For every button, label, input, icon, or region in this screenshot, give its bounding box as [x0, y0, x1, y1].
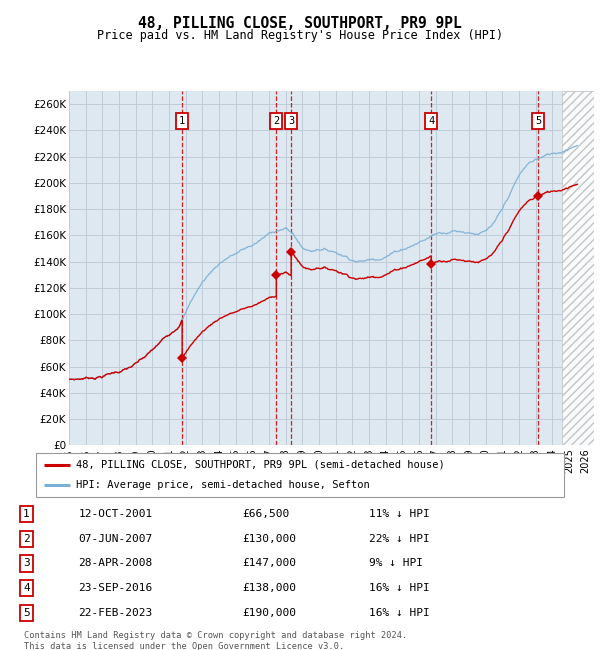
Text: 07-JUN-2007: 07-JUN-2007 [78, 534, 152, 544]
Text: 5: 5 [23, 608, 30, 618]
Text: HPI: Average price, semi-detached house, Sefton: HPI: Average price, semi-detached house,… [76, 480, 370, 490]
Text: 5: 5 [535, 116, 541, 126]
Text: 2: 2 [23, 534, 30, 544]
Text: 48, PILLING CLOSE, SOUTHPORT, PR9 9PL: 48, PILLING CLOSE, SOUTHPORT, PR9 9PL [138, 16, 462, 31]
Text: £190,000: £190,000 [242, 608, 296, 618]
Text: £66,500: £66,500 [242, 509, 290, 519]
Text: Contains HM Land Registry data © Crown copyright and database right 2024.: Contains HM Land Registry data © Crown c… [24, 630, 407, 640]
Text: 3: 3 [288, 116, 294, 126]
Text: 9% ↓ HPI: 9% ↓ HPI [369, 558, 423, 569]
Text: £138,000: £138,000 [242, 583, 296, 593]
Text: 4: 4 [23, 583, 30, 593]
Text: 22-FEB-2023: 22-FEB-2023 [78, 608, 152, 618]
Text: 3: 3 [23, 558, 30, 569]
Text: £130,000: £130,000 [242, 534, 296, 544]
Text: 23-SEP-2016: 23-SEP-2016 [78, 583, 152, 593]
Text: 1: 1 [179, 116, 185, 126]
FancyBboxPatch shape [36, 453, 564, 497]
Text: This data is licensed under the Open Government Licence v3.0.: This data is licensed under the Open Gov… [24, 642, 344, 650]
Text: 11% ↓ HPI: 11% ↓ HPI [369, 509, 430, 519]
Text: 4: 4 [428, 116, 434, 126]
Text: 12-OCT-2001: 12-OCT-2001 [78, 509, 152, 519]
Text: Price paid vs. HM Land Registry's House Price Index (HPI): Price paid vs. HM Land Registry's House … [97, 29, 503, 42]
Text: 22% ↓ HPI: 22% ↓ HPI [369, 534, 430, 544]
Text: 16% ↓ HPI: 16% ↓ HPI [369, 608, 430, 618]
Text: 2: 2 [273, 116, 280, 126]
Text: 1: 1 [23, 509, 30, 519]
Text: 28-APR-2008: 28-APR-2008 [78, 558, 152, 569]
Text: 48, PILLING CLOSE, SOUTHPORT, PR9 9PL (semi-detached house): 48, PILLING CLOSE, SOUTHPORT, PR9 9PL (s… [76, 460, 445, 470]
Text: £147,000: £147,000 [242, 558, 296, 569]
Text: 16% ↓ HPI: 16% ↓ HPI [369, 583, 430, 593]
